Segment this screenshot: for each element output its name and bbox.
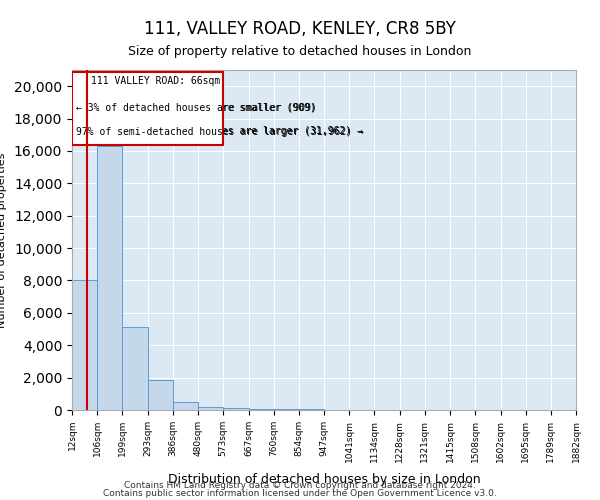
Text: Contains HM Land Registry data © Crown copyright and database right 2024.: Contains HM Land Registry data © Crown c… bbox=[124, 481, 476, 490]
Bar bbox=[248, 408, 274, 410]
Text: 97% of semi-detached houses are larger (31,962) →: 97% of semi-detached houses are larger (… bbox=[74, 126, 362, 136]
Text: 97% of semi-detached houses are larger (31,962) →: 97% of semi-detached houses are larger (… bbox=[76, 126, 364, 136]
Bar bbox=[148, 380, 173, 410]
Text: ← 3% of detached houses are smaller (909): ← 3% of detached houses are smaller (909… bbox=[74, 102, 316, 112]
Text: Contains public sector information licensed under the Open Government Licence v3: Contains public sector information licen… bbox=[103, 488, 497, 498]
Bar bbox=[173, 402, 198, 410]
Text: ← 3% of detached houses are smaller (909): ← 3% of detached houses are smaller (909… bbox=[76, 103, 317, 113]
Bar bbox=[72, 280, 97, 410]
Text: 111 VALLEY ROAD: 66sqm: 111 VALLEY ROAD: 66sqm bbox=[91, 76, 220, 86]
Text: 111, VALLEY ROAD, KENLEY, CR8 5BY: 111, VALLEY ROAD, KENLEY, CR8 5BY bbox=[144, 20, 456, 38]
Text: Size of property relative to detached houses in London: Size of property relative to detached ho… bbox=[128, 45, 472, 58]
FancyBboxPatch shape bbox=[72, 72, 223, 145]
Bar bbox=[198, 407, 223, 410]
X-axis label: Distribution of detached houses by size in London: Distribution of detached houses by size … bbox=[167, 473, 481, 486]
Bar bbox=[223, 408, 248, 410]
Bar bbox=[274, 409, 299, 410]
Y-axis label: Number of detached properties: Number of detached properties bbox=[0, 152, 7, 328]
Bar bbox=[97, 146, 122, 410]
Bar bbox=[122, 328, 148, 410]
Text: 111 VALLEY ROAD: 66sqm: 111 VALLEY ROAD: 66sqm bbox=[91, 78, 220, 88]
